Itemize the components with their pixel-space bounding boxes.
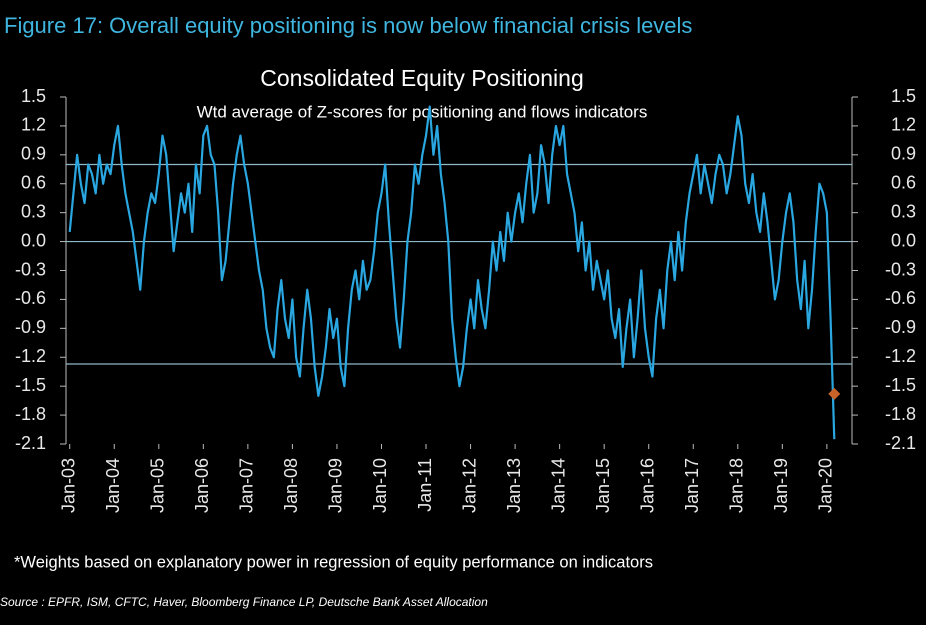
y-tick-label: -1.5: [15, 375, 46, 395]
y2-tick-label: 0.0: [891, 230, 916, 250]
y2-tick-label: -0.6: [885, 288, 916, 308]
y2-tick-label: -0.3: [885, 259, 916, 279]
y-tick-label: -0.3: [15, 259, 46, 279]
y-tick-label: -2.1: [15, 433, 46, 453]
y-tick-label: 0.3: [21, 201, 46, 221]
y2-tick-label: 0.6: [891, 173, 916, 193]
x-tick-label: Jan-16: [637, 458, 657, 513]
x-tick-label: Jan-15: [593, 458, 613, 513]
y2-tick-label: 0.3: [891, 201, 916, 221]
y2-tick-label: -1.5: [885, 375, 916, 395]
x-tick-label: Jan-12: [459, 458, 479, 513]
y-tick-label: 0.6: [21, 173, 46, 193]
chart-title: Consolidated Equity Positioning: [260, 65, 583, 91]
x-tick-label: Jan-10: [370, 458, 390, 513]
x-tick-label: Jan-08: [281, 458, 301, 513]
y-tick-label: 0.0: [21, 230, 46, 250]
y2-tick-label: -1.2: [885, 346, 916, 366]
y-tick-label: -1.2: [15, 346, 46, 366]
x-tick-label: Jan-19: [771, 458, 791, 513]
y2-tick-label: 0.9: [891, 144, 916, 164]
footnote: *Weights based on explanatory power in r…: [14, 553, 653, 571]
y-tick-label: -0.6: [15, 288, 46, 308]
x-tick-label: Jan-06: [192, 458, 212, 513]
y-tick-label: -0.9: [15, 317, 46, 337]
y2-tick-label: 1.5: [891, 86, 916, 106]
source: Source : EPFR, ISM, CFTC, Haver, Bloombe…: [0, 595, 488, 609]
x-tick-label: Jan-14: [548, 458, 568, 513]
x-tick-label: Jan-11: [415, 458, 435, 512]
highlight-marker: [828, 387, 841, 400]
x-tick-label: Jan-20: [816, 458, 836, 513]
y2-tick-label: 1.2: [891, 115, 916, 135]
x-tick-label: Jan-17: [682, 458, 702, 513]
y-tick-label: 0.9: [21, 144, 46, 164]
y2-tick-label: -0.9: [885, 317, 916, 337]
x-tick-label: Jan-13: [504, 458, 524, 513]
x-tick-label: Jan-05: [148, 458, 168, 513]
x-tick-label: Jan-03: [58, 458, 78, 513]
figure-title: Figure 17: Overall equity positioning is…: [4, 13, 692, 38]
y2-tick-label: -2.1: [885, 433, 916, 453]
y2-tick-label: -1.8: [885, 404, 916, 424]
y-tick-label: 1.2: [21, 115, 46, 135]
y-tick-label: 1.5: [21, 86, 46, 106]
series-line: [68, 105, 836, 440]
y-tick-label: -1.8: [15, 404, 46, 424]
chart-subtitle: Wtd average of Z-scores for positioning …: [197, 102, 648, 121]
x-tick-label: Jan-09: [326, 458, 346, 513]
x-tick-label: Jan-07: [237, 458, 257, 513]
x-tick-label: Jan-04: [103, 458, 123, 513]
x-tick-label: Jan-18: [727, 458, 747, 513]
